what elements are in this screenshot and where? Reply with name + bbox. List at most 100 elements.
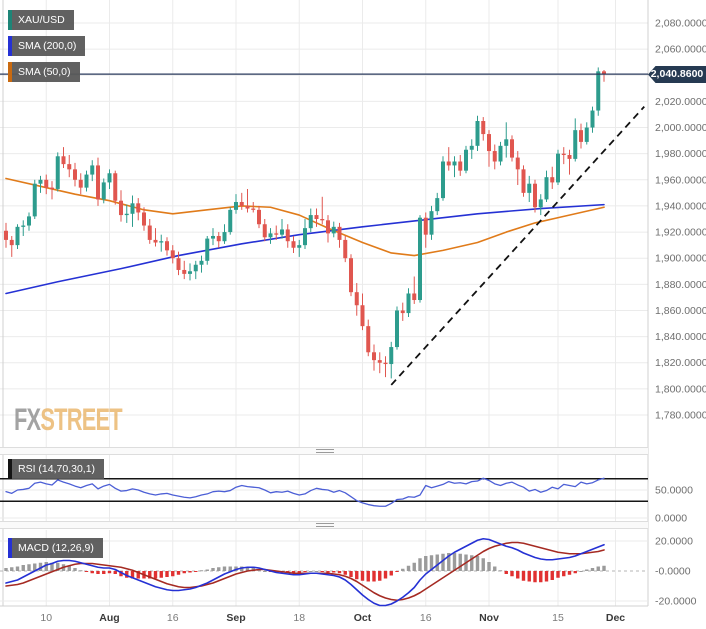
candle-up bbox=[452, 161, 457, 166]
macd-line bbox=[5, 537, 605, 607]
symbol-legend[interactable]: XAU/USD bbox=[8, 10, 74, 30]
candle-up bbox=[211, 235, 215, 239]
rsi-legend[interactable]: RSI (14,70,30,1) bbox=[8, 459, 105, 479]
macd-histogram-bar bbox=[441, 553, 445, 571]
macd-histogram-bar bbox=[96, 571, 100, 574]
time-axis-label: 15 bbox=[552, 612, 564, 624]
macd-histogram-bar bbox=[56, 562, 60, 571]
macd-histogram-bar bbox=[228, 566, 232, 571]
macd-histogram-bar bbox=[113, 571, 117, 574]
sma50-legend[interactable]: SMA (50,0) bbox=[8, 62, 80, 82]
macd-histogram-bar bbox=[84, 571, 89, 572]
candle-down bbox=[142, 212, 146, 226]
time-axis-label: 16 bbox=[420, 612, 432, 624]
macd-histogram-bar bbox=[498, 570, 503, 572]
price-axis[interactable] bbox=[648, 0, 706, 606]
macd-histogram-bar bbox=[165, 571, 169, 577]
candle-down bbox=[251, 208, 256, 210]
candle-up bbox=[38, 179, 43, 184]
fxstreet-watermark: FXSTREET bbox=[14, 402, 123, 438]
time-axis-label: Sep bbox=[226, 612, 245, 624]
candle-up bbox=[469, 145, 474, 150]
candle-up bbox=[27, 216, 31, 226]
macd-histogram-bar bbox=[15, 566, 20, 571]
macd-histogram-bar bbox=[314, 571, 319, 572]
macd-histogram-bar bbox=[245, 567, 250, 571]
candle-down bbox=[119, 200, 123, 216]
macd-histogram-bar bbox=[556, 571, 560, 578]
macd-axis-label: -20.0000 bbox=[655, 596, 697, 608]
time-axis[interactable] bbox=[0, 606, 706, 629]
candle-down bbox=[274, 233, 279, 235]
candle-up bbox=[429, 211, 434, 235]
macd-histogram-bar bbox=[67, 565, 71, 571]
candle-up bbox=[406, 293, 411, 314]
price-axis-label: 2,080.0000 bbox=[655, 18, 706, 30]
macd-histogram-bar bbox=[263, 571, 267, 572]
candle-up bbox=[55, 156, 60, 189]
macd-histogram-bar bbox=[102, 571, 106, 574]
candle-down bbox=[360, 305, 365, 327]
candle-down bbox=[9, 239, 14, 246]
pane-resize-grip-icon[interactable] bbox=[316, 523, 334, 528]
candle-up bbox=[538, 199, 543, 208]
fxstreet-watermark-street: STREET bbox=[40, 402, 122, 437]
candle-up bbox=[84, 174, 89, 188]
macd-histogram-bar bbox=[521, 571, 526, 581]
macd-histogram-bar bbox=[544, 571, 549, 582]
macd-histogram-bar bbox=[148, 571, 152, 579]
candle-down bbox=[320, 219, 325, 221]
candle-up bbox=[527, 183, 532, 193]
candle-down bbox=[50, 187, 54, 189]
macd-histogram-bar bbox=[10, 567, 14, 571]
macd-histogram-bar bbox=[596, 566, 600, 571]
candle-down bbox=[239, 202, 244, 206]
candle-down bbox=[446, 161, 451, 166]
sma200-legend[interactable]: SMA (200,0) bbox=[8, 36, 86, 56]
candle-up bbox=[498, 145, 503, 162]
macd-histogram-bar bbox=[107, 571, 112, 574]
candle-down bbox=[602, 71, 606, 75]
macd-legend[interactable]: MACD (12,26,9) bbox=[8, 538, 103, 558]
candle-down bbox=[550, 177, 555, 183]
candle-down bbox=[285, 229, 290, 242]
price-axis-label: 2,000.0000 bbox=[655, 122, 706, 134]
macd-histogram-bar bbox=[182, 571, 186, 574]
macd-histogram-bar bbox=[504, 571, 508, 574]
fxstreet-watermark-fx: FX bbox=[14, 402, 41, 437]
macd-histogram-bar bbox=[303, 571, 307, 572]
macd-histogram-bar bbox=[573, 571, 577, 574]
time-axis-label: 16 bbox=[167, 612, 179, 624]
macd-histogram-bar bbox=[119, 571, 123, 577]
candle-down bbox=[78, 179, 83, 188]
candle-down bbox=[44, 179, 49, 188]
candle-down bbox=[257, 209, 261, 225]
macd-histogram-bar bbox=[458, 553, 462, 571]
macd-histogram-bar bbox=[130, 571, 135, 579]
price-axis-label: 1,940.0000 bbox=[655, 200, 706, 212]
macd-histogram-bar bbox=[4, 568, 8, 571]
candle-down bbox=[492, 151, 497, 162]
macd-histogram-bar bbox=[297, 571, 301, 573]
candle-down bbox=[400, 310, 405, 314]
candle-down bbox=[377, 360, 382, 363]
macd-histogram-bar bbox=[602, 565, 606, 571]
candle-down bbox=[383, 362, 388, 365]
candle-up bbox=[573, 130, 578, 159]
candle-up bbox=[268, 233, 273, 238]
candle-up bbox=[303, 228, 307, 246]
candle-up bbox=[124, 213, 129, 216]
candle-up bbox=[188, 271, 192, 274]
pane-resize-grip-icon[interactable] bbox=[316, 449, 334, 454]
time-axis-label: Oct bbox=[354, 612, 372, 624]
candle-down bbox=[165, 241, 169, 251]
rsi-line bbox=[5, 477, 605, 507]
price-axis-label: 1,880.0000 bbox=[655, 279, 706, 291]
macd-histogram-bar bbox=[527, 571, 531, 582]
macd-histogram-bar bbox=[320, 571, 324, 572]
macd-histogram-bar bbox=[217, 567, 221, 571]
candle-down bbox=[579, 130, 583, 142]
price-axis-label: 2,020.0000 bbox=[655, 96, 706, 108]
